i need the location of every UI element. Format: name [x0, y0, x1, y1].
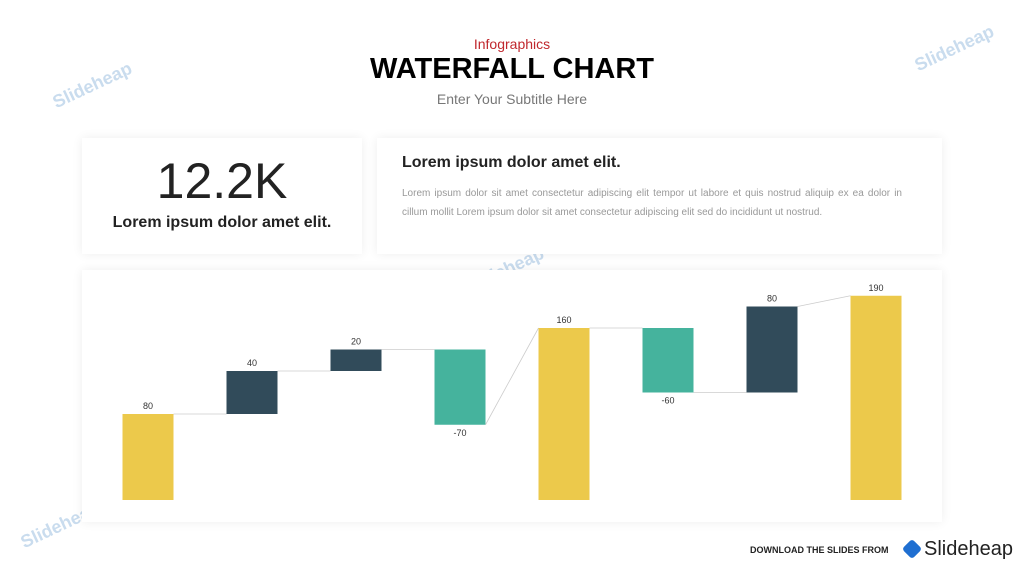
- bar: [434, 349, 486, 425]
- value-label: 160: [556, 315, 571, 325]
- chart: 80 40 20 -70 160 -60 80 190: [82, 270, 942, 522]
- bar: [538, 328, 590, 500]
- value-label: 80: [143, 401, 153, 411]
- stat-card: 12.2K Lorem ipsum dolor amet elit.: [82, 138, 362, 254]
- text-heading: Lorem ipsum dolor amet elit.: [402, 154, 621, 171]
- footer-brand: Slideheap: [924, 538, 1013, 560]
- bar: [746, 306, 798, 393]
- connector: [797, 295, 851, 307]
- stat-value: 12.2K: [156, 153, 288, 209]
- bar: [122, 414, 174, 500]
- connector: [485, 327, 539, 425]
- kicker: Infographics: [473, 36, 551, 52]
- subtitle: Enter Your Subtitle Here: [436, 91, 588, 107]
- value-label: 40: [247, 358, 257, 368]
- title: WATERFALL CHART: [369, 53, 655, 85]
- brand-icon: [901, 538, 923, 560]
- text-card: Lorem ipsum dolor amet elit. Lorem ipsum…: [377, 138, 942, 254]
- value-label: 20: [351, 337, 361, 347]
- text-body: Lorem ipsum dolor sit amet consectetur a…: [402, 188, 902, 218]
- bar: [642, 328, 694, 393]
- value-label: -60: [661, 396, 674, 406]
- value-label: 80: [767, 294, 777, 304]
- stat-caption: Lorem ipsum dolor amet elit.: [112, 214, 332, 231]
- value-label: 190: [868, 283, 883, 293]
- bar: [850, 295, 902, 500]
- value-label: -70: [453, 428, 466, 438]
- bar: [330, 349, 382, 371]
- bar: [226, 371, 278, 414]
- footer-lead: DOWNLOAD THE SLIDES FROM: [750, 545, 889, 555]
